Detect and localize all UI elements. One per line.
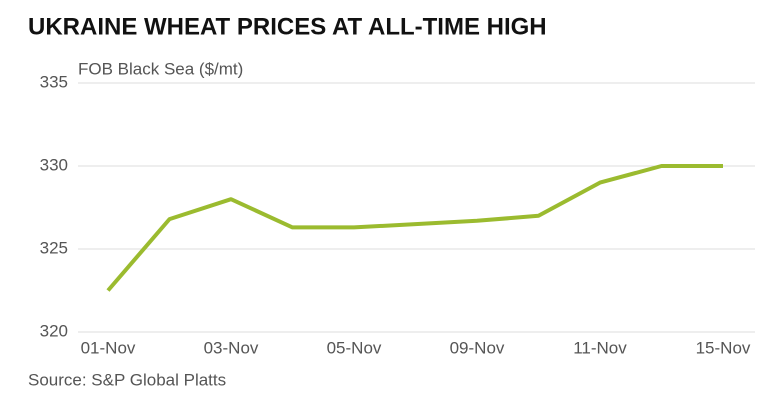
y-tick-label: 325	[40, 238, 68, 257]
y-tick-label: 330	[40, 155, 68, 174]
line-series	[106, 164, 723, 292]
y-tick-label: 320	[40, 321, 68, 340]
y-axis-label: FOB Black Sea ($/mt)	[78, 59, 243, 78]
x-tick-label: 03-Nov	[204, 338, 259, 357]
chart-title: UKRAINE WHEAT PRICES AT ALL-TIME HIGH	[28, 13, 547, 40]
y-tick-label: 335	[40, 72, 68, 91]
source: Source: S&P Global Platts	[28, 370, 226, 389]
x-tick-label: 11-Nov	[573, 338, 627, 357]
x-tick-label: 15-Nov	[696, 338, 751, 357]
x-tick-label: 09-Nov	[450, 338, 505, 357]
x-tick-label: 05-Nov	[327, 338, 382, 357]
x-tick-label: 01-Nov	[81, 338, 136, 357]
